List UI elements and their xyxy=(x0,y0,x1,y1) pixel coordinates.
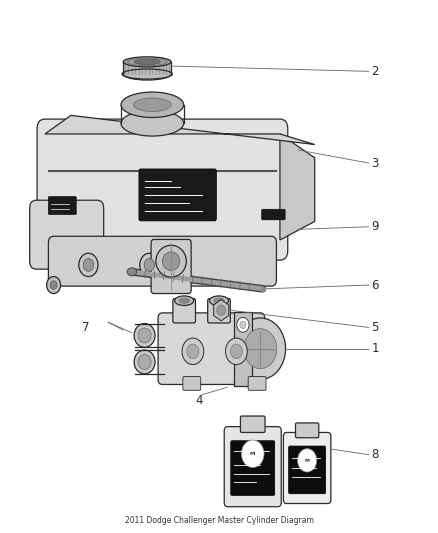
Text: M: M xyxy=(250,451,255,456)
Ellipse shape xyxy=(175,296,194,305)
Text: 6: 6 xyxy=(371,279,379,292)
FancyBboxPatch shape xyxy=(296,423,319,438)
Polygon shape xyxy=(234,312,252,386)
FancyBboxPatch shape xyxy=(48,197,76,215)
Text: M: M xyxy=(305,458,310,463)
Polygon shape xyxy=(214,300,229,321)
Ellipse shape xyxy=(123,57,171,67)
Circle shape xyxy=(47,277,60,294)
Text: 2: 2 xyxy=(371,65,379,78)
Circle shape xyxy=(297,449,317,472)
Ellipse shape xyxy=(127,268,137,276)
FancyBboxPatch shape xyxy=(48,236,276,286)
Polygon shape xyxy=(280,134,315,240)
Circle shape xyxy=(244,329,277,369)
Circle shape xyxy=(83,259,94,271)
Ellipse shape xyxy=(134,350,155,374)
Ellipse shape xyxy=(134,324,155,348)
Text: 3: 3 xyxy=(371,157,379,169)
Text: 1: 1 xyxy=(371,342,379,355)
Circle shape xyxy=(240,321,246,328)
Ellipse shape xyxy=(162,252,180,270)
Text: 9: 9 xyxy=(371,220,379,233)
Circle shape xyxy=(235,318,286,379)
FancyBboxPatch shape xyxy=(151,239,191,294)
Ellipse shape xyxy=(121,92,184,117)
FancyBboxPatch shape xyxy=(261,209,285,220)
Text: 8: 8 xyxy=(371,448,379,461)
Ellipse shape xyxy=(138,354,151,369)
Circle shape xyxy=(79,253,98,277)
Text: 5: 5 xyxy=(371,321,379,334)
Polygon shape xyxy=(45,115,315,144)
FancyBboxPatch shape xyxy=(139,169,216,221)
FancyBboxPatch shape xyxy=(183,376,201,390)
Circle shape xyxy=(241,440,264,467)
Ellipse shape xyxy=(179,298,189,303)
Ellipse shape xyxy=(138,328,151,343)
Ellipse shape xyxy=(134,98,171,111)
FancyBboxPatch shape xyxy=(283,432,331,504)
Ellipse shape xyxy=(209,296,229,305)
Circle shape xyxy=(140,253,159,277)
Circle shape xyxy=(217,305,226,316)
Ellipse shape xyxy=(214,298,224,303)
Circle shape xyxy=(144,259,155,271)
FancyBboxPatch shape xyxy=(208,298,230,323)
FancyBboxPatch shape xyxy=(224,426,281,507)
Ellipse shape xyxy=(123,68,171,80)
Ellipse shape xyxy=(121,111,184,136)
FancyBboxPatch shape xyxy=(248,376,266,390)
Text: 7: 7 xyxy=(82,321,89,334)
Text: 4: 4 xyxy=(195,393,202,407)
Circle shape xyxy=(226,338,247,365)
Circle shape xyxy=(50,281,57,289)
Circle shape xyxy=(230,344,242,359)
Text: 2011 Dodge Challenger Master Cylinder Diagram: 2011 Dodge Challenger Master Cylinder Di… xyxy=(124,516,314,525)
FancyBboxPatch shape xyxy=(231,441,275,496)
FancyBboxPatch shape xyxy=(30,200,104,269)
Circle shape xyxy=(187,344,199,359)
FancyBboxPatch shape xyxy=(173,298,195,323)
FancyBboxPatch shape xyxy=(240,416,265,432)
Circle shape xyxy=(237,317,249,332)
FancyBboxPatch shape xyxy=(37,119,288,260)
FancyBboxPatch shape xyxy=(289,446,325,494)
Ellipse shape xyxy=(134,59,160,64)
Ellipse shape xyxy=(156,245,186,277)
FancyBboxPatch shape xyxy=(158,313,265,384)
Circle shape xyxy=(182,338,204,365)
Polygon shape xyxy=(123,62,171,75)
